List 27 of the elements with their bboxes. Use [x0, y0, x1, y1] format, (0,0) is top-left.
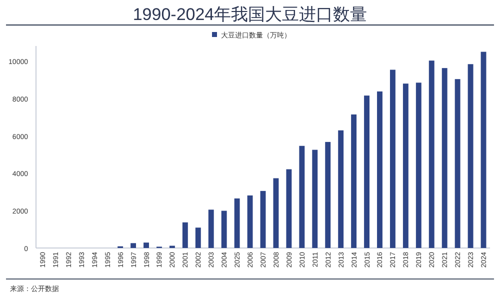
bar: [286, 169, 292, 248]
bar: [208, 210, 214, 248]
chart-title: 1990-2024年我国大豆进口数量: [132, 5, 368, 24]
bar: [247, 195, 253, 248]
bar: [402, 84, 408, 248]
bar: [130, 243, 136, 248]
bar: [234, 198, 240, 248]
bar: [299, 146, 305, 248]
bar: [351, 114, 357, 248]
bar: [454, 79, 460, 248]
bar: [312, 150, 318, 248]
bar: [468, 64, 474, 248]
bar: [338, 130, 344, 248]
bar: [260, 190, 266, 248]
bar: [416, 82, 422, 248]
bar: [273, 178, 279, 248]
bar: [480, 52, 486, 248]
bar: [221, 210, 227, 248]
bar: [144, 242, 149, 248]
bar: [442, 68, 448, 248]
bar: [377, 91, 382, 248]
bar: [195, 228, 201, 248]
bar: [390, 70, 396, 248]
bar: [428, 60, 434, 248]
bar: [364, 96, 370, 248]
bar: [325, 142, 331, 248]
bar: [182, 222, 188, 248]
